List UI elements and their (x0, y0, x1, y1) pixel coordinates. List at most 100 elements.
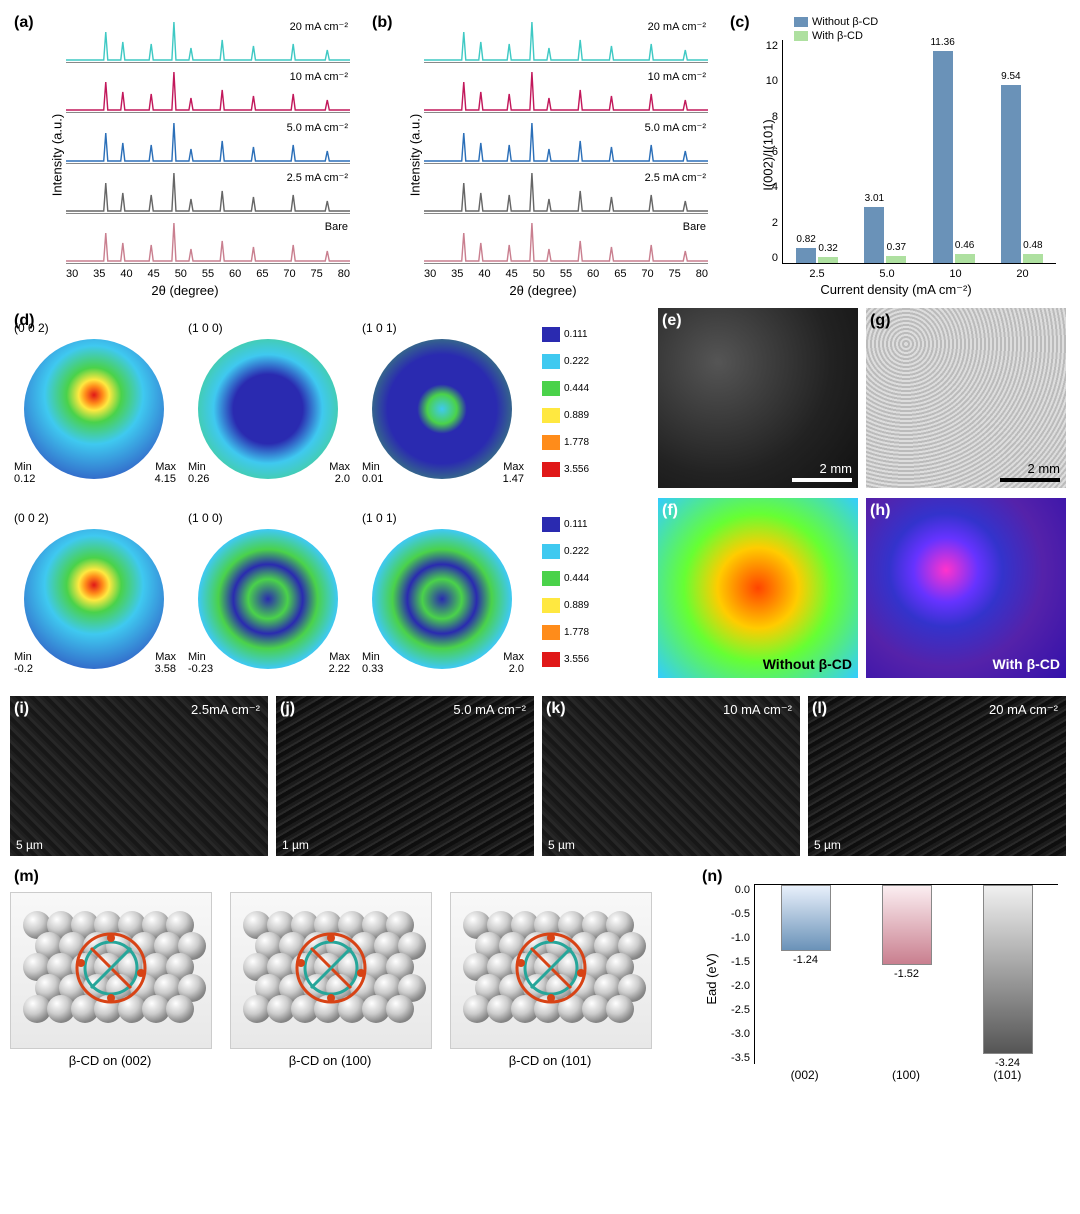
panel-f-label: (f) (662, 502, 678, 520)
panel-a-ylabel: Intensity (a.u.) (50, 114, 65, 196)
spectrum-trace: 20 mA cm⁻² (66, 18, 350, 63)
pole-legend-swatch-icon (542, 327, 560, 342)
tick-label: 75 (311, 268, 323, 280)
panel-a-spectra-stack: 20 mA cm⁻² 10 mA cm⁻² 5.0 mA cm⁻² 2.5 mA cm… (66, 18, 350, 264)
panel-c: (c) Without β-CDWith β-CD I(002)/I(101) … (726, 10, 1066, 300)
pole-min-label: Min0.12 (14, 461, 35, 485)
energy-bar: -1.52 (882, 885, 932, 965)
tick-label: (002) (791, 1068, 819, 1082)
pole-legend-swatch-icon (542, 598, 560, 613)
panel-a-label: (a) (14, 14, 34, 32)
tick-label: 65 (256, 268, 268, 280)
spectrum-label: 5.0 mA cm⁻² (287, 121, 348, 134)
tick-label: 30 (66, 268, 78, 280)
tick-label: 75 (669, 268, 681, 280)
dft-subpanel: β-CD on (002) (10, 892, 210, 1068)
molecule-overlay-icon (231, 893, 431, 1048)
bar-value-label: 9.54 (1001, 71, 1020, 82)
legend-item: Without β-CD (794, 16, 878, 28)
pole-legend: 0.1110.2220.4440.8891.7783.556 (542, 517, 590, 667)
tick-label: -0.5 (720, 908, 750, 920)
panel-c-plot: 0.82 0.32 3.01 0.37 11.36 0.46 9.54 0.48 (782, 40, 1056, 264)
panel-f-caption: Without β-CD (763, 656, 852, 672)
bar-group: 0.82 0.32 (792, 248, 842, 263)
tick-label: -1.0 (720, 932, 750, 944)
panel-g-label: (g) (870, 312, 890, 330)
figure-root: (a) Intensity (a.u.) 20 mA cm⁻² 10 mA cm⁻… (10, 10, 1070, 1094)
row-1: (a) Intensity (a.u.) 20 mA cm⁻² 10 mA cm⁻… (10, 10, 1070, 300)
bar-value-label: 0.48 (1023, 240, 1042, 251)
panel-c-yticks: 024681012 (754, 40, 778, 264)
bar-value-label: 0.46 (955, 240, 974, 251)
tick-label: 60 (587, 268, 599, 280)
pole-legend-swatch-icon (542, 435, 560, 450)
pole-min-label: Min0.26 (188, 461, 209, 485)
tick-label: -2.0 (720, 980, 750, 992)
spectrum-label: 10 mA cm⁻² (648, 70, 706, 83)
panel-d: (d) (0 0 2) Min0.12 Max4.15 (1 0 0) Min0… (10, 308, 650, 688)
pole-legend-text: 0.111 (564, 519, 588, 530)
sem-rate-label: 5.0 mA cm⁻² (453, 702, 526, 718)
spectrum-label: 2.5 mA cm⁻² (287, 171, 348, 184)
pole-legend-swatch-icon (542, 462, 560, 477)
panel-m-label: (m) (14, 868, 39, 886)
bar-value-label: 11.36 (930, 37, 954, 48)
spectrum-label: Bare (683, 221, 706, 233)
pole-legend-text: 1.778 (564, 627, 589, 638)
tick-label: -2.5 (720, 1004, 750, 1016)
tick-label: (100) (892, 1068, 920, 1082)
dft-caption: β-CD on (101) (450, 1053, 650, 1068)
pole-legend-swatch-icon (542, 652, 560, 667)
pole-max-label: Max2.22 (329, 651, 350, 675)
pole-legend-item: 3.556 (542, 462, 590, 477)
tick-label: 2 (754, 217, 778, 229)
tick-label: -1.5 (720, 956, 750, 968)
tick-label: 2.5 (809, 268, 824, 280)
panel-n-ylabel-text: Ead (eV) (704, 953, 719, 1004)
scale-line-icon (792, 478, 852, 482)
pole-legend-item: 1.778 (542, 625, 590, 640)
tick-label: 80 (338, 268, 350, 280)
tick-label: 55 (560, 268, 572, 280)
panel-a: (a) Intensity (a.u.) 20 mA cm⁻² 10 mA cm⁻… (10, 10, 360, 300)
pole-legend-item: 0.111 (542, 327, 590, 342)
tick-label: 80 (696, 268, 708, 280)
legend-swatch-icon (794, 17, 808, 27)
spectrum-trace: 5.0 mA cm⁻² (424, 119, 708, 164)
panel-a-xticks: 3035404550556065707580 (66, 268, 350, 280)
panel-g: (g) 2 mm (866, 308, 1066, 488)
tick-label: 40 (478, 268, 490, 280)
pole-circle-icon (24, 529, 164, 669)
pole-legend-text: 3.556 (564, 464, 589, 475)
pole-circle-icon (198, 529, 338, 669)
pole-row: (0 0 2) Min0.12 Max4.15 (1 0 0) Min0.26 … (10, 312, 650, 492)
tick-label: 35 (451, 268, 463, 280)
pole-legend-text: 0.222 (564, 546, 589, 557)
pole-figure: (1 0 1) Min0.33 Max2.0 (358, 507, 528, 677)
panel-n-xticks: (002)(100)(101) (754, 1068, 1058, 1082)
spectrum-trace: 10 mA cm⁻² (66, 68, 350, 113)
energy-bar: -3.24 (983, 885, 1033, 1054)
spectrum-trace: 2.5 mA cm⁻² (66, 169, 350, 214)
pole-hkl-label: (0 0 2) (14, 511, 49, 525)
sem-scale-label: 5 µm (548, 838, 575, 852)
panel-n-plot: -1.24 -1.52 -3.24 (754, 884, 1058, 1064)
tick-label: 4 (754, 181, 778, 193)
dft-structure-icon (10, 892, 212, 1049)
panel-n: (n) Ead (eV) 0.0-0.5-1.0-1.5-2.0-2.5-3.0… (698, 864, 1068, 1094)
bar-group: 9.54 0.48 (997, 85, 1047, 263)
panel-b-xticks: 3035404550556065707580 (424, 268, 708, 280)
sem-panel: (k) 10 mA cm⁻² 5 µm (542, 696, 800, 856)
pole-circle-icon (24, 339, 164, 479)
pole-figure: (1 0 0) Min0.26 Max2.0 (184, 317, 354, 487)
spectrum-label: Bare (325, 221, 348, 233)
panel-e-label: (e) (662, 312, 682, 330)
energy-value-label: -3.24 (995, 1057, 1020, 1069)
sem-label: (i) (14, 700, 29, 718)
tick-label: -3.5 (720, 1052, 750, 1064)
pole-row: (0 0 2) Min-0.2 Max3.58 (1 0 0) Min-0.23… (10, 502, 650, 682)
energy-value-label: -1.52 (894, 968, 919, 980)
pole-legend-swatch-icon (542, 381, 560, 396)
sem-panel: (i) 2.5mA cm⁻² 5 µm (10, 696, 268, 856)
tick-label: 30 (424, 268, 436, 280)
